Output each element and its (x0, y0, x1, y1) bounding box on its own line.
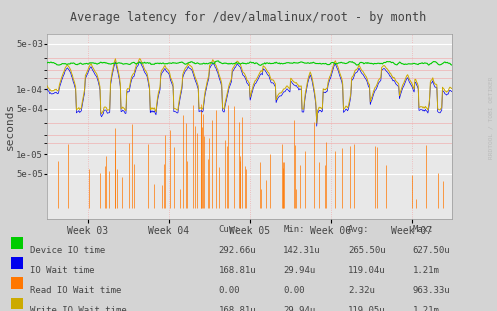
Text: 0.00: 0.00 (219, 286, 240, 295)
Text: 142.31u: 142.31u (283, 246, 321, 255)
Text: 2.32u: 2.32u (348, 286, 375, 295)
Text: Cur:: Cur: (219, 225, 240, 234)
Y-axis label: seconds: seconds (5, 103, 15, 150)
Text: 29.94u: 29.94u (283, 306, 316, 311)
Text: Max:: Max: (413, 225, 434, 234)
Text: Read IO Wait time: Read IO Wait time (30, 286, 121, 295)
Text: 168.81u: 168.81u (219, 266, 256, 275)
Text: Avg:: Avg: (348, 225, 369, 234)
Text: 119.04u: 119.04u (348, 266, 386, 275)
Text: Write IO Wait time: Write IO Wait time (30, 306, 127, 311)
Text: 292.66u: 292.66u (219, 246, 256, 255)
Text: IO Wait time: IO Wait time (30, 266, 94, 275)
Text: Min:: Min: (283, 225, 305, 234)
Text: 0.00: 0.00 (283, 286, 305, 295)
Text: RRDTOOL / TOBI OETIKER: RRDTOOL / TOBI OETIKER (489, 77, 494, 160)
Text: 963.33u: 963.33u (413, 286, 450, 295)
Text: 1.21m: 1.21m (413, 266, 439, 275)
Text: 29.94u: 29.94u (283, 266, 316, 275)
Text: 119.05u: 119.05u (348, 306, 386, 311)
Text: Device IO time: Device IO time (30, 246, 105, 255)
Text: 168.81u: 168.81u (219, 306, 256, 311)
Text: 627.50u: 627.50u (413, 246, 450, 255)
Text: 265.50u: 265.50u (348, 246, 386, 255)
Text: 1.21m: 1.21m (413, 306, 439, 311)
Text: Average latency for /dev/almalinux/root - by month: Average latency for /dev/almalinux/root … (71, 11, 426, 24)
